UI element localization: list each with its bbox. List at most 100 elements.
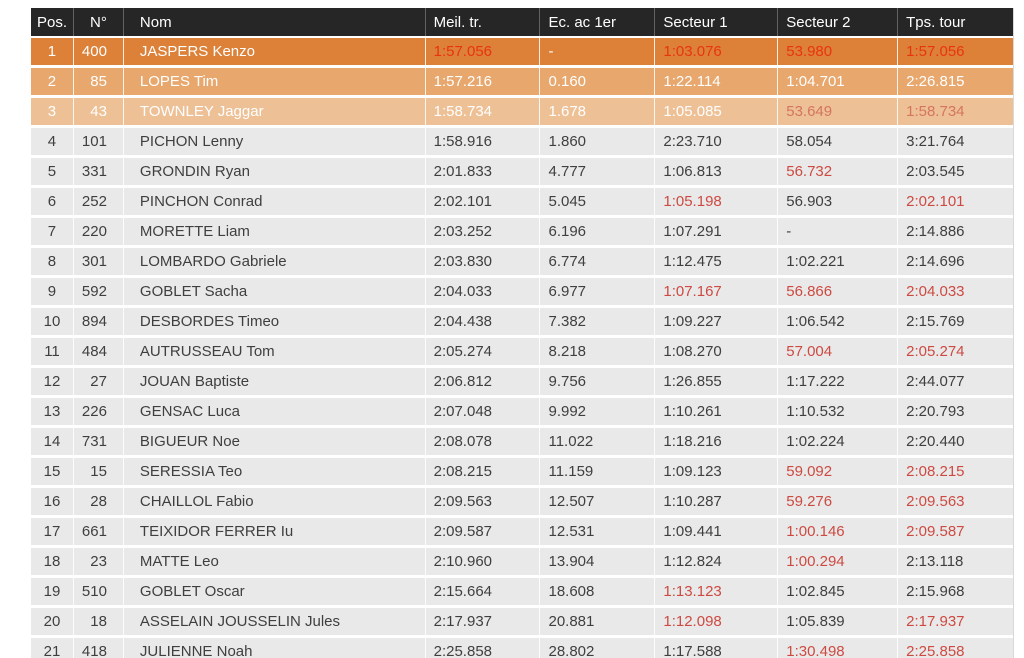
cell-sector-2: 56.866 xyxy=(777,278,897,305)
cell-gap-to-leader: 12.507 xyxy=(539,488,654,515)
cell-best-lap: 2:04.438 xyxy=(424,308,540,335)
cell-sector-1: 1:12.824 xyxy=(654,548,777,575)
cell-sector-1: 1:09.123 xyxy=(654,458,777,485)
cell-gap-to-leader: 12.531 xyxy=(539,518,654,545)
table-row[interactable]: 3 43 TOWNLEY Jaggar 1:58.734 1.678 1:05.… xyxy=(31,98,1013,125)
cell-lap-time: 2:25.858 xyxy=(897,638,1013,658)
table-row[interactable]: 20 18 ASSELAIN JOUSSELIN Jules 2:17.937 … xyxy=(31,608,1013,635)
cell-kart-number: 220 xyxy=(72,218,123,245)
column-header-position: Pos. xyxy=(36,13,67,31)
cell-sector-2: 1:02.221 xyxy=(777,248,897,275)
cell-sector-2: 1:00.146 xyxy=(777,518,897,545)
cell-gap-to-leader: 4.777 xyxy=(539,158,654,185)
table-row[interactable]: 19 510 GOBLET Oscar 2:15.664 18.608 1:13… xyxy=(31,578,1013,605)
cell-position: 19 xyxy=(43,583,61,600)
cell-kart-number: 43 xyxy=(72,98,123,125)
table-row[interactable]: 9 592 GOBLET Sacha 2:04.033 6.977 1:07.1… xyxy=(31,278,1013,305)
cell-sector-2: 1:06.542 xyxy=(777,308,897,335)
cell-sector-1: 1:05.085 xyxy=(654,98,777,125)
cell-sector-2: 1:02.224 xyxy=(777,428,897,455)
table-row[interactable]: 8 301 LOMBARDO Gabriele 2:03.830 6.774 1… xyxy=(31,248,1013,275)
cell-best-lap: 2:06.812 xyxy=(424,368,540,395)
table-row[interactable]: 15 15 SERESSIA Teo 2:08.215 11.159 1:09.… xyxy=(31,458,1013,485)
table-row[interactable]: 21 418 JULIENNE Noah 2:25.858 28.802 1:1… xyxy=(31,638,1013,658)
cell-gap-to-leader: 20.881 xyxy=(539,608,654,635)
cell-lap-time: 2:14.696 xyxy=(897,248,1013,275)
cell-lap-time: 2:44.077 xyxy=(897,368,1013,395)
cell-driver-name: JOUAN Baptiste xyxy=(122,368,425,395)
column-header-name: Nom xyxy=(122,8,425,36)
column-header-number: N° xyxy=(72,8,123,36)
table-row[interactable]: 12 27 JOUAN Baptiste 2:06.812 9.756 1:26… xyxy=(31,368,1013,395)
table-row[interactable]: 6 252 PINCHON Conrad 2:02.101 5.045 1:05… xyxy=(31,188,1013,215)
table-row[interactable]: 1 400 JASPERS Kenzo 1:57.056 - 1:03.076 … xyxy=(31,38,1013,65)
cell-gap-to-leader: 6.196 xyxy=(539,218,654,245)
cell-position: 20 xyxy=(43,613,61,630)
cell-gap-to-leader: 6.977 xyxy=(539,278,654,305)
cell-gap-to-leader: 9.992 xyxy=(539,398,654,425)
cell-driver-name: LOPES Tim xyxy=(122,68,425,95)
table-row[interactable]: 16 28 CHAILLOL Fabio 2:09.563 12.507 1:1… xyxy=(31,488,1013,515)
cell-driver-name: LOMBARDO Gabriele xyxy=(122,248,425,275)
cell-position: 16 xyxy=(43,493,61,510)
cell-best-lap: 2:05.274 xyxy=(424,338,540,365)
cell-position: 4 xyxy=(47,133,57,150)
column-header-best-lap: Meil. tr. xyxy=(424,8,540,36)
cell-sector-2: 56.732 xyxy=(777,158,897,185)
cell-sector-1: 1:12.475 xyxy=(654,248,777,275)
cell-position: 3 xyxy=(47,103,57,120)
cell-position: 12 xyxy=(43,373,61,390)
cell-best-lap: 1:58.734 xyxy=(424,98,540,125)
cell-best-lap: 2:07.048 xyxy=(424,398,540,425)
table-row[interactable]: 11 484 AUTRUSSEAU Tom 2:05.274 8.218 1:0… xyxy=(31,338,1013,365)
cell-best-lap: 2:08.078 xyxy=(424,428,540,455)
cell-sector-1: 1:10.287 xyxy=(654,488,777,515)
cell-sector-2: 53.980 xyxy=(777,38,897,65)
cell-position: 9 xyxy=(47,283,57,300)
cell-sector-1: 1:08.270 xyxy=(654,338,777,365)
cell-position: 18 xyxy=(43,553,61,570)
cell-kart-number: 15 xyxy=(72,458,123,485)
cell-sector-1: 1:18.216 xyxy=(654,428,777,455)
table-row[interactable]: 13 226 GENSAC Luca 2:07.048 9.992 1:10.2… xyxy=(31,398,1013,425)
cell-position: 11 xyxy=(44,343,60,360)
table-row[interactable]: 4 101 PICHON Lenny 1:58.916 1.860 2:23.7… xyxy=(31,128,1013,155)
cell-driver-name: AUTRUSSEAU Tom xyxy=(122,338,425,365)
cell-sector-2: 1:10.532 xyxy=(777,398,897,425)
column-header-sector-2: Secteur 2 xyxy=(777,8,897,36)
table-row[interactable]: 2 85 LOPES Tim 1:57.216 0.160 1:22.114 1… xyxy=(31,68,1013,95)
column-header-sector-1: Secteur 1 xyxy=(654,8,777,36)
table-row[interactable]: 14 731 BIGUEUR Noe 2:08.078 11.022 1:18.… xyxy=(31,428,1013,455)
table-row[interactable]: 18 23 MATTE Leo 2:10.960 13.904 1:12.824… xyxy=(31,548,1013,575)
cell-kart-number: 400 xyxy=(72,38,123,65)
cell-sector-1: 1:07.291 xyxy=(654,218,777,245)
cell-lap-time: 2:26.815 xyxy=(897,68,1013,95)
table-row[interactable]: 10 894 DESBORDES Timeo 2:04.438 7.382 1:… xyxy=(31,308,1013,335)
cell-gap-to-leader: 11.022 xyxy=(539,428,654,455)
cell-kart-number: 27 xyxy=(72,368,123,395)
column-header-lap-time: Tps. tour xyxy=(897,8,1013,36)
cell-kart-number: 331 xyxy=(72,158,123,185)
table-row[interactable]: 5 331 GRONDIN Ryan 2:01.833 4.777 1:06.8… xyxy=(31,158,1013,185)
cell-sector-1: 1:13.123 xyxy=(654,578,777,605)
cell-lap-time: 2:05.274 xyxy=(897,338,1013,365)
cell-driver-name: TOWNLEY Jaggar xyxy=(122,98,425,125)
cell-driver-name: ASSELAIN JOUSSELIN Jules xyxy=(122,608,425,635)
table-row[interactable]: 7 220 MORETTE Liam 2:03.252 6.196 1:07.2… xyxy=(31,218,1013,245)
table-row[interactable]: 17 661 TEIXIDOR FERRER Iu 2:09.587 12.53… xyxy=(31,518,1013,545)
cell-kart-number: 101 xyxy=(72,128,123,155)
cell-kart-number: 23 xyxy=(72,548,123,575)
cell-sector-1: 1:09.441 xyxy=(654,518,777,545)
cell-gap-to-leader: 6.774 xyxy=(539,248,654,275)
cell-driver-name: CHAILLOL Fabio xyxy=(122,488,425,515)
cell-lap-time: 2:09.563 xyxy=(897,488,1013,515)
cell-sector-1: 1:10.261 xyxy=(654,398,777,425)
cell-sector-1: 1:22.114 xyxy=(654,68,777,95)
cell-sector-1: 1:03.076 xyxy=(654,38,777,65)
cell-kart-number: 28 xyxy=(72,488,123,515)
cell-position: 14 xyxy=(43,433,61,450)
cell-driver-name: JASPERS Kenzo xyxy=(122,38,425,65)
cell-sector-1: 1:06.813 xyxy=(654,158,777,185)
cell-sector-2: 53.649 xyxy=(777,98,897,125)
cell-gap-to-leader: 1.678 xyxy=(539,98,654,125)
